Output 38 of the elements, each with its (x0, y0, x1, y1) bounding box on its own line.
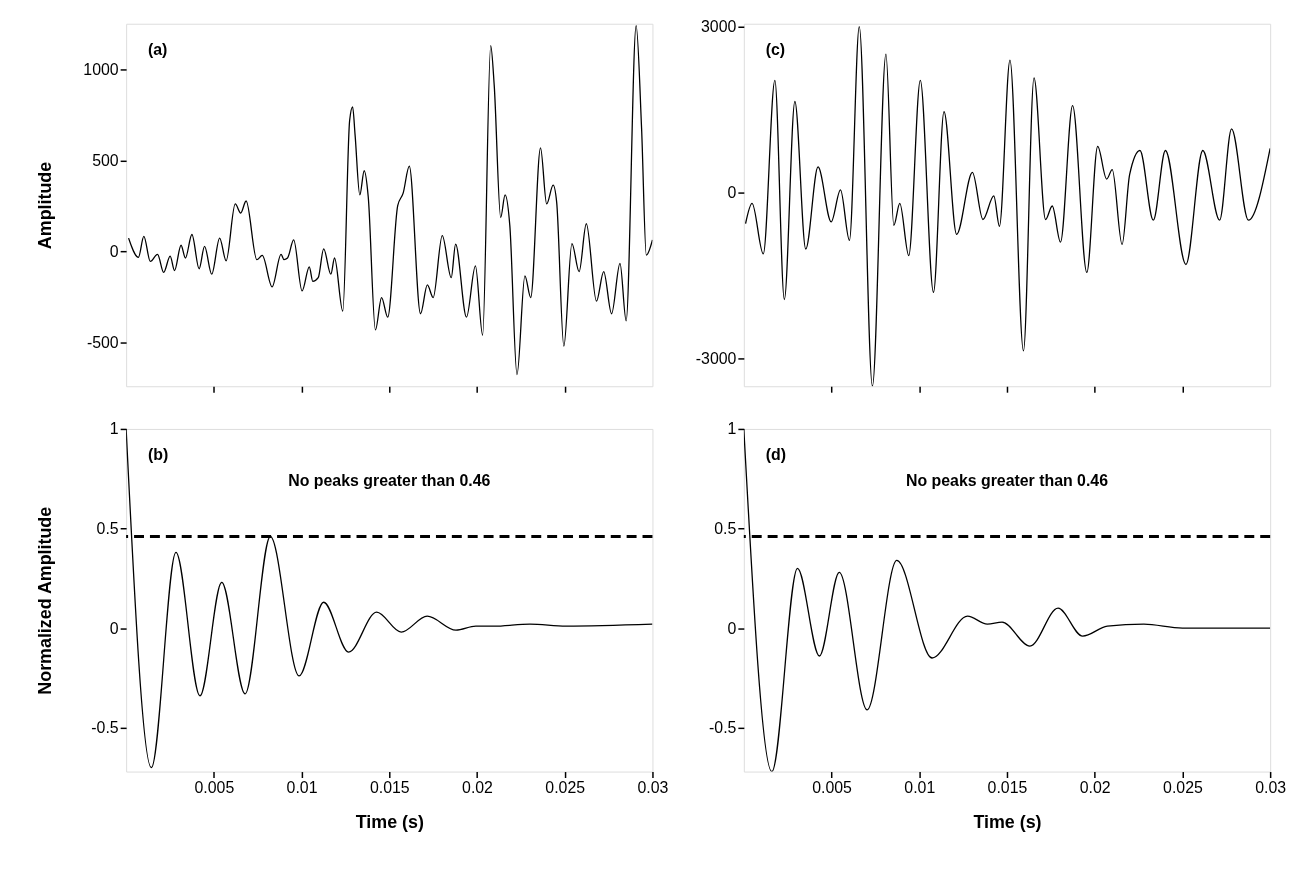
line-series (127, 25, 653, 376)
y-tick-label: -500 (86, 333, 119, 351)
y-tick-label: 0.5 (714, 520, 737, 537)
x-tick-label: 0.025 (545, 778, 586, 796)
x-tick-label: 0.02 (462, 778, 494, 796)
y-tick-label: 1 (109, 420, 119, 438)
y-axis-title: Amplitude (35, 161, 56, 250)
x-axis-title: Time (s) (355, 811, 424, 832)
x-tick-label: 0.015 (987, 778, 1028, 796)
annotation: No peaks greater than 0.46 (288, 471, 491, 489)
x-axis-title: Time (s) (973, 811, 1042, 832)
x-tick-label: 0.005 (194, 778, 235, 796)
y-tick-label: 0 (727, 184, 737, 202)
x-tick-label: 0.01 (904, 778, 936, 796)
x-tick-label: 0.005 (812, 778, 853, 796)
x-tick-label: 0.03 (1255, 778, 1287, 796)
annotation: (b) (147, 445, 169, 463)
y-tick-label: 0 (109, 242, 119, 260)
y-tick-label: 500 (92, 151, 119, 169)
y-tick-label: 0 (109, 619, 119, 637)
annotation: No peaks greater than 0.46 (905, 471, 1109, 489)
x-tick-label: 0.025 (1163, 778, 1203, 796)
y-axis-title: Normalized Amplitude (35, 506, 56, 695)
annotation: (d) (765, 445, 786, 463)
y-tick-label: 1 (727, 420, 737, 438)
y-tick-label: 0 (727, 619, 737, 637)
y-tick-label: 0.5 (96, 520, 119, 537)
y-tick-label: -0.5 (91, 719, 119, 737)
y-tick-label: 3000 (701, 17, 737, 35)
y-tick-label: -3000 (695, 350, 737, 368)
x-tick-label: 0.03 (637, 778, 669, 796)
x-tick-label: 0.01 (286, 778, 318, 796)
annotation: (a) (147, 40, 168, 58)
x-tick-label: 0.015 (369, 778, 410, 796)
y-tick-label: -0.5 (709, 719, 737, 737)
y-tick-label: 1000 (83, 60, 119, 78)
x-tick-label: 0.02 (1079, 778, 1111, 796)
annotation: (c) (765, 40, 786, 58)
